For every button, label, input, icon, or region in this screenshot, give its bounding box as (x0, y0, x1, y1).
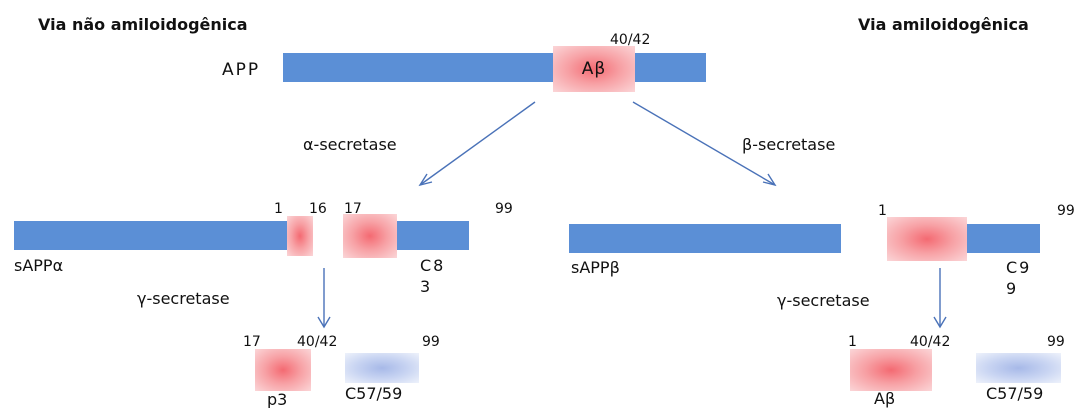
right-frag-num-99: 99 (1047, 334, 1065, 350)
right-frag-num-4042: 40/42 (910, 334, 951, 350)
left-c57-fragment (345, 353, 419, 383)
c83-abeta-region (343, 214, 397, 258)
p3-fragment (255, 349, 311, 391)
left-frag-num-17: 17 (243, 334, 261, 350)
left-c57-label: C57/59 (345, 384, 403, 403)
sappb-label: sAPPβ (571, 258, 620, 277)
left-abeta-1-16-region (287, 216, 313, 256)
right-frag-num-1: 1 (848, 334, 857, 350)
alpha-secretase-arrowhead (418, 173, 433, 187)
left-frag-num-99: 99 (422, 334, 440, 350)
gamma-right-arrowhead (933, 316, 947, 329)
gamma-left-arrowhead (317, 316, 331, 329)
sappa-label: sAPPα (14, 256, 64, 275)
left-num-99: 99 (495, 201, 513, 217)
right-abeta-label: Aβ (874, 389, 896, 408)
right-num-99: 99 (1057, 203, 1075, 219)
c99-label-line1: C9 (1006, 258, 1032, 277)
alpha-secretase-label: α-secretase (303, 135, 397, 154)
left-frag-num-4042: 40/42 (297, 334, 338, 350)
amyloidogenic-title: Via amiloidogênica (858, 15, 1029, 34)
beta-secretase-arrowhead (762, 173, 777, 187)
left-num-17: 17 (344, 201, 362, 217)
c99-label-line2: 9 (1006, 279, 1017, 298)
sappb-bar (569, 224, 841, 253)
right-c57-label: C57/59 (986, 384, 1044, 403)
c83-label-line1: C8 (420, 256, 446, 275)
c83-bar (397, 221, 469, 250)
left-num-16: 16 (309, 201, 327, 217)
c83-label-line2: 3 (420, 277, 431, 296)
gamma-secretase-right-label: γ-secretase (777, 291, 870, 310)
right-num-1: 1 (878, 203, 887, 219)
app-range-label: 40/42 (610, 32, 651, 48)
right-c57-fragment (976, 353, 1061, 383)
beta-secretase-arrow (632, 101, 776, 186)
c99-abeta-region (887, 217, 967, 261)
app-label: APP (222, 60, 261, 80)
right-abeta-fragment (850, 349, 932, 391)
app-abeta-label: Aβ (581, 59, 607, 79)
app-bar (283, 53, 706, 82)
app-abeta-region: Aβ (553, 46, 635, 92)
c99-bar (967, 224, 1040, 253)
beta-secretase-label: β-secretase (742, 135, 836, 154)
non-amyloidogenic-title: Via não amiloidogênica (38, 15, 248, 34)
p3-label: p3 (267, 390, 288, 408)
left-num-1: 1 (274, 201, 283, 217)
sappa-bar (14, 221, 287, 250)
gamma-secretase-left-label: γ-secretase (137, 289, 230, 308)
alpha-secretase-arrow (419, 101, 536, 186)
